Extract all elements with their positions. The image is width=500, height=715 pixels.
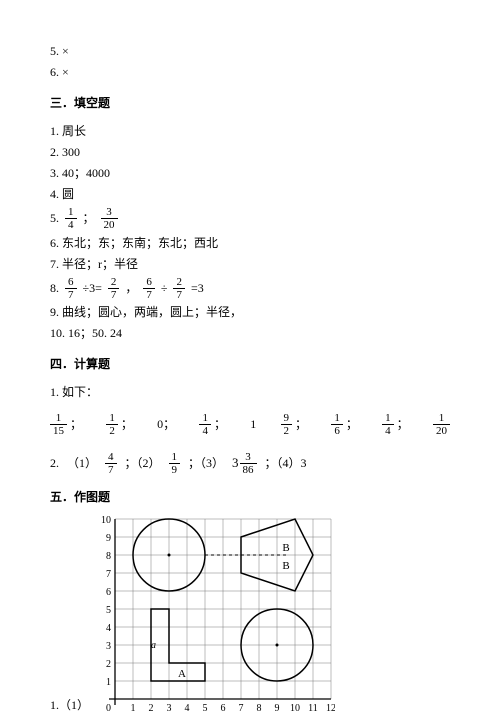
q4-2-a2: 19 [169, 451, 181, 476]
svg-text:B: B [282, 560, 289, 572]
svg-text:12: 12 [326, 703, 335, 714]
svg-text:6: 6 [106, 587, 111, 598]
q3-2: 2. 300 [50, 143, 450, 162]
calc-item: 1 [250, 415, 256, 434]
q3-8-f3: 67 [143, 276, 155, 301]
calc-item: 115； [50, 412, 82, 437]
q4-2-a1l: （1） [67, 454, 97, 473]
q3-4: 4. 圆 [50, 185, 450, 204]
q4-2: 2. （1） 47 ；（2） 19 ；（3） 3 386 ；（4）3 [50, 451, 450, 476]
q5-1-label: 1.（1） [50, 696, 89, 715]
q4-2-a3l: ；（3） [188, 454, 224, 473]
q3-5-frac1: 14 [65, 206, 77, 231]
svg-text:7: 7 [106, 569, 111, 580]
q3-3: 3. 40；4000 [50, 164, 450, 183]
svg-text:4: 4 [185, 703, 190, 714]
svg-text:a: a [151, 640, 156, 651]
q4-1: 1. 如下： [50, 383, 450, 402]
q3-8-f2: 27 [108, 276, 120, 301]
q3-8: 8. 67 ÷3= 27 ， 67 ÷ 27 =3 [50, 276, 450, 301]
q3-8-f1: 67 [65, 276, 77, 301]
svg-text:10: 10 [101, 515, 111, 526]
q3-7: 7. 半径；r；半径 [50, 255, 450, 274]
q3-5-frac2: 320 [101, 206, 118, 231]
q3-5: 5. 14 ； 320 [50, 206, 450, 231]
svg-text:3: 3 [167, 703, 172, 714]
q3-9: 9. 曲线；圆心，两端，圆上；半径， [50, 303, 450, 322]
q3-8-label: 8. [50, 279, 59, 298]
q3-5-label: 5. [50, 209, 59, 228]
svg-text:10: 10 [290, 703, 300, 714]
q3-5-sep: ； [83, 209, 95, 228]
svg-text:1: 1 [106, 677, 111, 688]
svg-text:9: 9 [275, 703, 280, 714]
q4-2-a4: ；（4）3 [265, 454, 307, 473]
svg-text:2: 2 [149, 703, 154, 714]
q3-1: 1. 周长 [50, 122, 450, 141]
q3-8-f4: 27 [173, 276, 185, 301]
calc-item: 14； [199, 412, 226, 437]
q4-2-a2l: ；（2） [125, 454, 161, 473]
svg-text:8: 8 [106, 551, 111, 562]
calc-item: 120 [433, 412, 450, 437]
q3-8-comma: ， [125, 279, 137, 298]
calc-item: 0； [157, 415, 175, 434]
grid-diagram: 123456789101112123456789100AaBB [95, 515, 335, 715]
section-4-title: 四．计算题 [50, 355, 450, 374]
q3-8-eq2: =3 [191, 279, 204, 298]
q3-8-div: ÷ [161, 279, 168, 298]
q4-2-a1: 47 [105, 451, 117, 476]
svg-text:4: 4 [106, 623, 111, 634]
top-line-6: 6. × [50, 63, 450, 82]
svg-text:5: 5 [203, 703, 208, 714]
svg-text:0: 0 [106, 703, 111, 714]
q4-2-a3: 3 386 [232, 451, 257, 476]
svg-text:6: 6 [221, 703, 226, 714]
svg-text:B: B [282, 542, 289, 554]
q3-10: 10. 16；50. 24 [50, 324, 450, 343]
svg-text:9: 9 [106, 533, 111, 544]
q4-2-label: 2. [50, 454, 59, 473]
svg-text:3: 3 [106, 641, 111, 652]
section-5-title: 五．作图题 [50, 488, 450, 507]
svg-text:7: 7 [239, 703, 244, 714]
calc-item: 92； [281, 412, 308, 437]
svg-text:A: A [178, 668, 186, 680]
top-line-5: 5. × [50, 42, 450, 61]
calc-item: 12； [106, 412, 133, 437]
svg-text:8: 8 [257, 703, 262, 714]
svg-text:2: 2 [106, 659, 111, 670]
svg-text:5: 5 [106, 605, 111, 616]
calc-item: 16； [331, 412, 358, 437]
q3-6: 6. 东北；东；东南；东北；西北 [50, 234, 450, 253]
calc-row-1: 115； 12； 0； 14； 1 92； 16； 14； 120 [50, 412, 450, 437]
svg-text:11: 11 [308, 703, 318, 714]
section-3-title: 三．填空题 [50, 94, 450, 113]
svg-text:1: 1 [131, 703, 136, 714]
q3-8-eq1: ÷3= [83, 279, 102, 298]
calc-item: 14； [382, 412, 409, 437]
